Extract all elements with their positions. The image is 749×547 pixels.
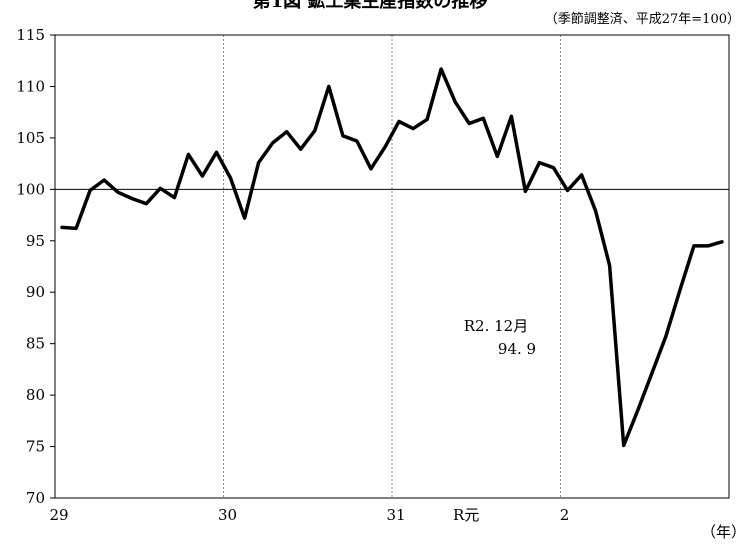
y-tick-label: 95 xyxy=(26,232,45,250)
x-tick-label: 31 xyxy=(386,506,405,524)
y-tick-label: 100 xyxy=(16,180,45,198)
y-tick-label: 85 xyxy=(26,335,45,353)
y-tick-label: 110 xyxy=(16,77,45,95)
series-layer xyxy=(60,67,724,448)
x-tick-label: 30 xyxy=(218,506,237,524)
vertical-gridlines xyxy=(223,35,561,498)
chart-subtitle: （季節調整済、平成27年=100） xyxy=(545,11,740,27)
plot-area-frame xyxy=(54,34,730,499)
y-axis: 70 75 80 85 90 95 100 105 110 115 xyxy=(16,26,55,507)
series-line xyxy=(60,67,724,448)
y-tick-label: 90 xyxy=(26,283,45,301)
y-tick-label: 115 xyxy=(16,26,45,44)
x-tick-label: 2 xyxy=(560,506,570,524)
x-tick-label: R元 xyxy=(453,506,479,524)
annotation-line-1: R2. 12月 xyxy=(464,317,528,335)
y-tick-label: 105 xyxy=(16,129,45,147)
chart-title: 第1図 鉱工業生産指数の推移 xyxy=(253,0,488,12)
y-tick-label: 70 xyxy=(26,489,45,507)
x-tick-label: 29 xyxy=(49,506,68,524)
x-axis: 29 30 31 R元 2 xyxy=(49,506,569,524)
y-tick-label: 80 xyxy=(26,386,45,404)
x-unit-label: （年） xyxy=(701,523,746,541)
annotation-line-2: 94. 9 xyxy=(498,340,536,358)
y-tick-label: 75 xyxy=(26,438,45,456)
